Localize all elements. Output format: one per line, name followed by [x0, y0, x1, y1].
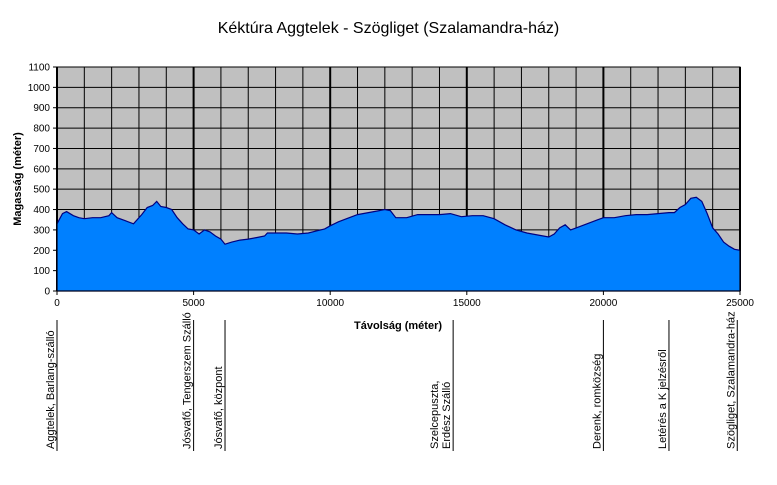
waypoint-label: Jósvafő, Tengerszem Szálló: [182, 312, 194, 449]
y-axis-ticks: 0 100 200 300 400 500 600 700 800 900 1000 1100: [28, 63, 57, 298]
y-tick-label: 600: [33, 164, 50, 175]
waypoint-label: Letérés a K jelzésről: [657, 349, 669, 449]
y-tick-label: 400: [33, 205, 50, 216]
elevation-area: [56, 196, 741, 292]
y-tick-label: 500: [33, 185, 50, 196]
y-tick-label: 1000: [28, 83, 51, 94]
y-tick-label: 0: [44, 287, 50, 298]
y-tick-label: 700: [33, 144, 50, 155]
y-tick-label: 300: [33, 225, 50, 236]
x-tick-label: 5000: [182, 298, 205, 309]
x-tick-label: 15000: [453, 298, 481, 309]
x-tick-label: 20000: [589, 298, 617, 309]
waypoint-label: Erdész Szálló: [441, 382, 453, 449]
waypoint-label: Szelcepuszta,: [429, 381, 441, 449]
x-tick-label: 10000: [316, 298, 344, 309]
x-tick-label: 25000: [726, 298, 754, 309]
y-tick-label: 100: [33, 266, 50, 277]
y-tick-label: 900: [33, 103, 50, 114]
x-tick-label: 0: [54, 298, 60, 309]
waypoint-label: Jósvafő, központ: [213, 366, 225, 449]
waypoint-label: Derenk, romközség: [591, 354, 603, 449]
plot-frame: [56, 66, 741, 292]
y-tick-label: 200: [33, 246, 50, 257]
chart-title: Kéktúra Aggtelek - Szögliget (Szalamandr…: [217, 20, 560, 37]
waypoint-label: Aggtelek, Barlang-szálló: [45, 330, 57, 449]
y-tick-label: 1100: [28, 63, 50, 74]
x-axis-ticks: 0 5000 10000 15000 20000 25000: [54, 291, 754, 309]
x-axis-label: Távolság (méter): [354, 320, 442, 332]
y-axis-label: Magasság (méter): [12, 132, 24, 226]
waypoint-annotations: Aggtelek, Barlang-szálló Jósvafő, Tengers…: [45, 311, 738, 451]
y-tick-label: 800: [33, 124, 50, 135]
waypoint-label: Szögliget, Szalamandra-ház: [725, 311, 737, 449]
